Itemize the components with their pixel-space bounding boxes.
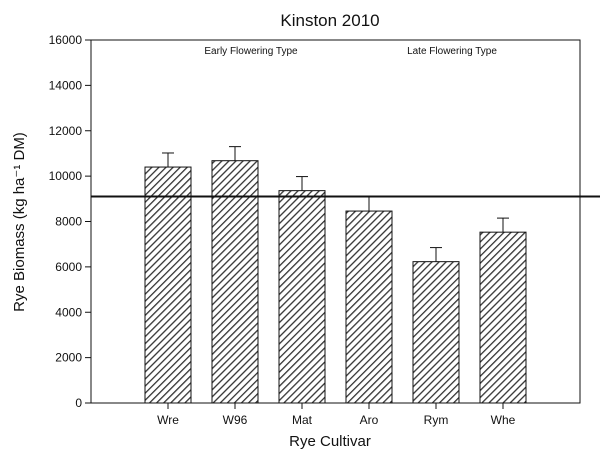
bar-wre [144, 166, 192, 404]
y-tick-label: 6000 [55, 260, 82, 274]
x-tick-label: Aro [360, 413, 379, 427]
x-tick-label: Rym [424, 413, 449, 427]
y-tick-label: 14000 [49, 78, 83, 92]
x-tick-label: Wre [157, 413, 179, 427]
x-axis-label: Rye Cultivar [289, 433, 371, 450]
bar-mat [278, 190, 326, 404]
y-tick-label: 2000 [55, 351, 82, 365]
x-tick-label: W96 [223, 413, 248, 427]
annotation-0: Early Flowering Type [204, 46, 298, 57]
y-tick-label: 12000 [49, 124, 83, 138]
y-tick-label: 16000 [49, 33, 83, 47]
x-tick-label: Whe [491, 413, 516, 427]
annotation-1: Late Flowering Type [407, 46, 497, 57]
y-axis-label: Rye Biomass (kg ha⁻¹ DM) [11, 132, 28, 312]
y-tick-label: 10000 [49, 169, 83, 183]
x-tick-label: Mat [292, 413, 313, 427]
bar-aro [345, 210, 393, 404]
plot-area: 0 2000 4000 6000 8000 10000 12000 14000 16000 Wre… [49, 33, 600, 427]
chart-title: Kinston 2010 [280, 11, 379, 30]
y-tick-label: 0 [75, 396, 82, 410]
bar-whe [479, 231, 527, 404]
y-tick-label: 4000 [55, 305, 82, 319]
bar-rym [412, 261, 460, 404]
y-tick-label: 8000 [55, 215, 82, 229]
